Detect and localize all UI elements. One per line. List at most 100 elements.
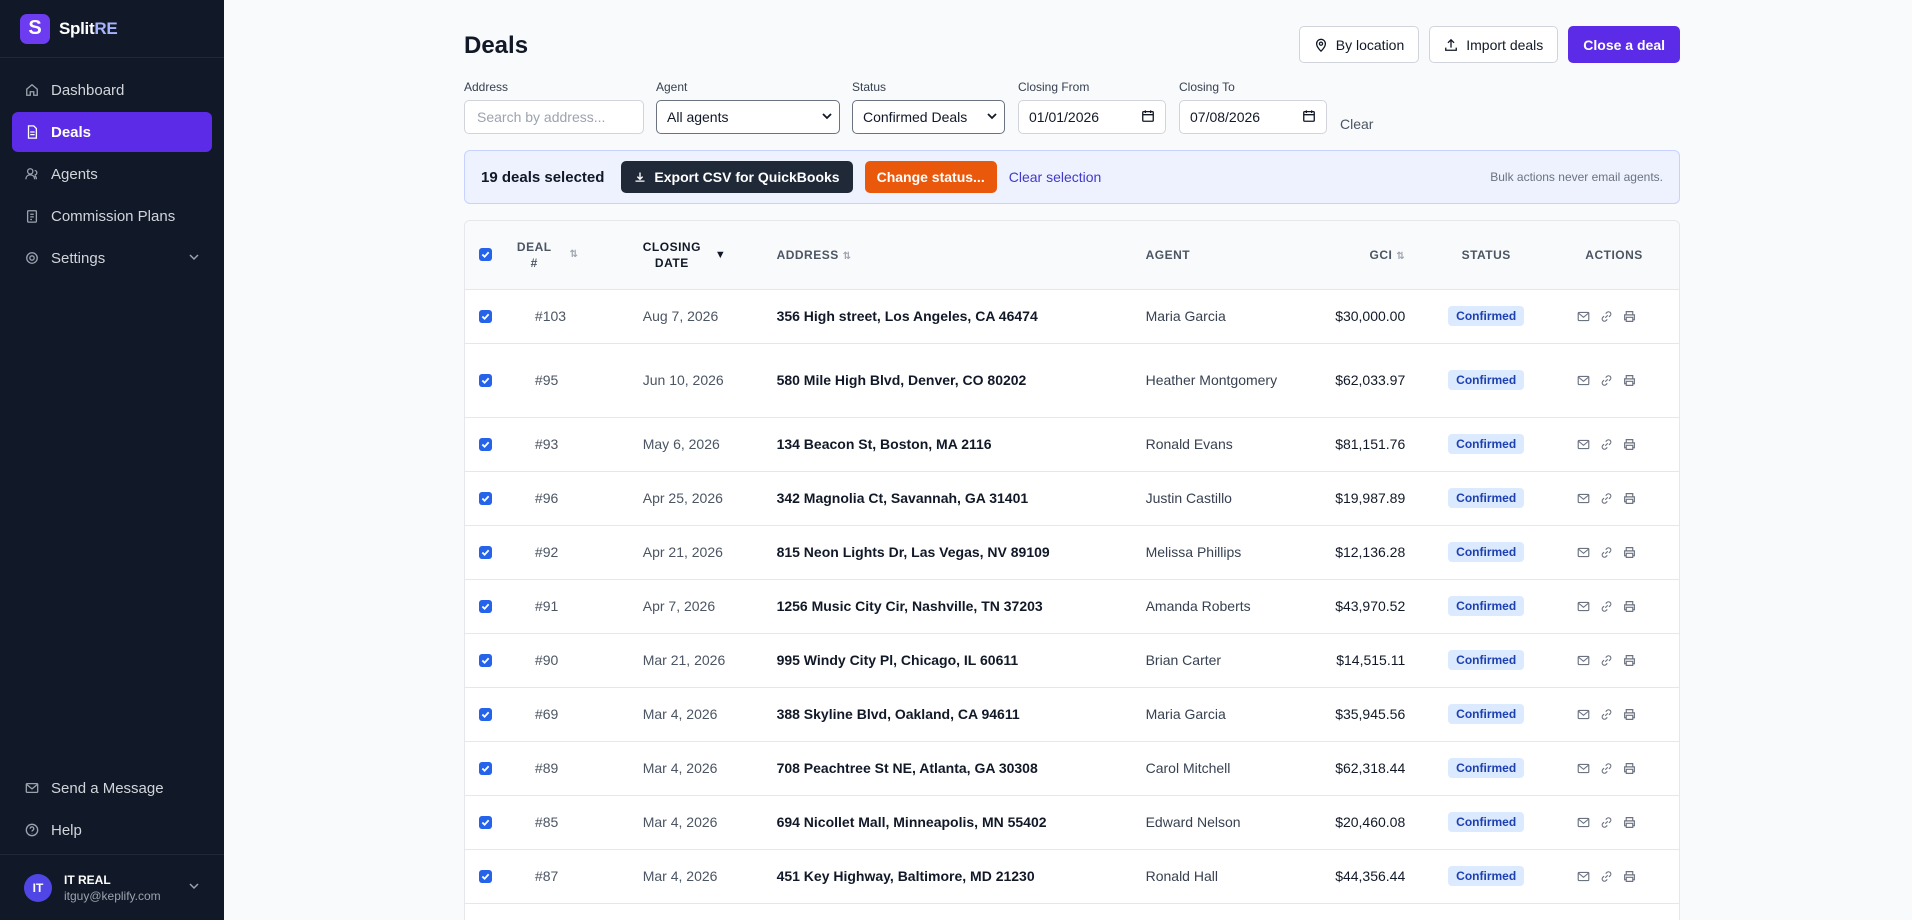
row-checkbox[interactable] (479, 492, 492, 505)
link-icon[interactable] (1600, 816, 1613, 829)
row-checkbox[interactable] (479, 310, 492, 323)
row-checkbox[interactable] (479, 374, 492, 387)
link-icon[interactable] (1600, 762, 1613, 775)
closing-from-input[interactable]: 01/01/2026 (1018, 100, 1166, 134)
agent-select[interactable]: All agents (656, 100, 840, 134)
by-location-button[interactable]: By location (1298, 26, 1420, 63)
table-row[interactable]: #96 Apr 25, 2026 342 Magnolia Ct, Savannah… (465, 471, 1679, 525)
row-checkbox[interactable] (479, 816, 492, 829)
calendar-icon[interactable] (1302, 109, 1316, 126)
clear-selection-button[interactable]: Clear selection (1008, 169, 1102, 185)
email-icon[interactable] (1577, 438, 1590, 451)
deal-number[interactable]: #90 (534, 652, 559, 668)
table-row[interactable]: #87 Mar 4, 2026 451 Key Highway, Baltimore… (465, 849, 1679, 903)
sidebar-item-settings[interactable]: Settings (12, 238, 212, 278)
table-row[interactable]: #89 Mar 4, 2026 708 Peachtree St NE, Atlan… (465, 741, 1679, 795)
row-checkbox[interactable] (479, 708, 492, 721)
closing-date-header[interactable]: Closing Date ▼ (624, 221, 777, 290)
sidebar-item-deals[interactable]: Deals (12, 112, 212, 152)
address-header[interactable]: Address ⇅ (776, 221, 1146, 290)
close-deal-button[interactable]: Close a deal (1568, 26, 1680, 63)
link-icon[interactable] (1600, 654, 1613, 667)
row-checkbox[interactable] (479, 654, 492, 667)
email-icon[interactable] (1577, 600, 1590, 613)
link-icon[interactable] (1600, 310, 1613, 323)
deal-number-header[interactable]: Deal # ⇅ (516, 221, 625, 290)
print-icon[interactable] (1623, 546, 1636, 559)
email-icon[interactable] (1577, 546, 1590, 559)
deal-number[interactable]: #103 (534, 308, 567, 324)
sidebar-item-help[interactable]: Help (12, 810, 212, 850)
print-icon[interactable] (1623, 600, 1636, 613)
sidebar-item-send-message[interactable]: Send a Message (12, 768, 212, 808)
deal-number[interactable]: #69 (534, 706, 559, 722)
table-row[interactable]: #92 Apr 21, 2026 815 Neon Lights Dr, Las V… (465, 525, 1679, 579)
print-icon[interactable] (1623, 438, 1636, 451)
link-icon[interactable] (1600, 492, 1613, 505)
deal-number[interactable]: #89 (534, 760, 559, 776)
calendar-icon[interactable] (1141, 109, 1155, 126)
print-icon[interactable] (1623, 816, 1636, 829)
print-icon[interactable] (1623, 310, 1636, 323)
select-all-checkbox[interactable] (479, 247, 492, 261)
print-icon[interactable] (1623, 654, 1636, 667)
deal-address[interactable]: 995 Windy City Pl, Chicago, IL 60611 (776, 652, 1019, 668)
deal-address[interactable]: 356 High street, Los Angeles, CA 46474 (776, 308, 1038, 324)
link-icon[interactable] (1600, 546, 1613, 559)
deal-number[interactable]: #92 (534, 544, 559, 560)
table-row[interactable]: #91 Apr 7, 2026 1256 Music City Cir, Nashv… (465, 579, 1679, 633)
deal-number[interactable]: #87 (534, 868, 559, 884)
table-row[interactable]: #103 Aug 7, 2026 356 High street, Los Ange… (465, 289, 1679, 343)
row-checkbox[interactable] (479, 762, 492, 775)
link-icon[interactable] (1600, 374, 1613, 387)
deal-number[interactable]: #95 (534, 372, 559, 388)
import-deals-button[interactable]: Import deals (1429, 26, 1559, 63)
email-icon[interactable] (1577, 708, 1590, 721)
table-row[interactable]: #85 Mar 4, 2026 694 Nicollet Mall, Minneap… (465, 795, 1679, 849)
row-checkbox[interactable] (479, 870, 492, 883)
user-menu[interactable]: IT IT REAL itguy@keplify.com (0, 854, 224, 920)
deal-address[interactable]: 694 Nicollet Mall, Minneapolis, MN 55402 (776, 814, 1047, 830)
change-status-button[interactable]: Change status... (864, 161, 997, 193)
email-icon[interactable] (1577, 816, 1590, 829)
deal-number[interactable]: #93 (534, 436, 559, 452)
deal-address[interactable]: 388 Skyline Blvd, Oakland, CA 94611 (776, 706, 1020, 722)
deal-address[interactable]: 134 Beacon St, Boston, MA 2116 (776, 436, 992, 452)
deal-number[interactable]: #85 (534, 814, 559, 830)
email-icon[interactable] (1577, 492, 1590, 505)
link-icon[interactable] (1600, 600, 1613, 613)
email-icon[interactable] (1577, 762, 1590, 775)
print-icon[interactable] (1623, 870, 1636, 883)
deal-address[interactable]: 708 Peachtree St NE, Atlanta, GA 30308 (776, 760, 1038, 776)
gci-header[interactable]: GCI ⇅ (1303, 221, 1424, 290)
deal-address[interactable]: 451 Key Highway, Baltimore, MD 21230 (776, 868, 1035, 884)
table-row[interactable]: #69 Mar 4, 2026 388 Skyline Blvd, Oakland,… (465, 687, 1679, 741)
email-icon[interactable] (1577, 870, 1590, 883)
print-icon[interactable] (1623, 374, 1636, 387)
clear-filters-button[interactable]: Clear (1340, 116, 1374, 132)
deal-address[interactable]: 580 Mile High Blvd, Denver, CO 80202 (776, 372, 1027, 388)
address-search-input[interactable]: Search by address... (464, 100, 644, 134)
print-icon[interactable] (1623, 762, 1636, 775)
export-csv-button[interactable]: Export CSV for QuickBooks (621, 161, 853, 193)
row-checkbox[interactable] (479, 438, 492, 451)
table-row[interactable]: #90 Mar 21, 2026 995 Windy City Pl, Chicag… (465, 633, 1679, 687)
sidebar-item-agents[interactable]: Agents (12, 154, 212, 194)
link-icon[interactable] (1600, 438, 1613, 451)
deal-address[interactable]: 815 Neon Lights Dr, Las Vegas, NV 89109 (776, 544, 1050, 560)
table-row[interactable]: #95 Jun 10, 2026 580 Mile High Blvd, Denve… (465, 343, 1679, 417)
print-icon[interactable] (1623, 708, 1636, 721)
deal-number[interactable]: #96 (534, 490, 559, 506)
deal-address[interactable]: 342 Magnolia Ct, Savannah, GA 31401 (776, 490, 1029, 506)
deal-address[interactable]: 1256 Music City Cir, Nashville, TN 37203 (776, 598, 1043, 614)
print-icon[interactable] (1623, 492, 1636, 505)
link-icon[interactable] (1600, 708, 1613, 721)
link-icon[interactable] (1600, 870, 1613, 883)
sidebar-item-commission-plans[interactable]: Commission Plans (12, 196, 212, 236)
sidebar-item-dashboard[interactable]: Dashboard (12, 70, 212, 110)
deal-number[interactable]: #91 (534, 598, 559, 614)
row-checkbox[interactable] (479, 546, 492, 559)
email-icon[interactable] (1577, 310, 1590, 323)
email-icon[interactable] (1577, 374, 1590, 387)
brand[interactable]: S SplitRE (0, 0, 224, 58)
